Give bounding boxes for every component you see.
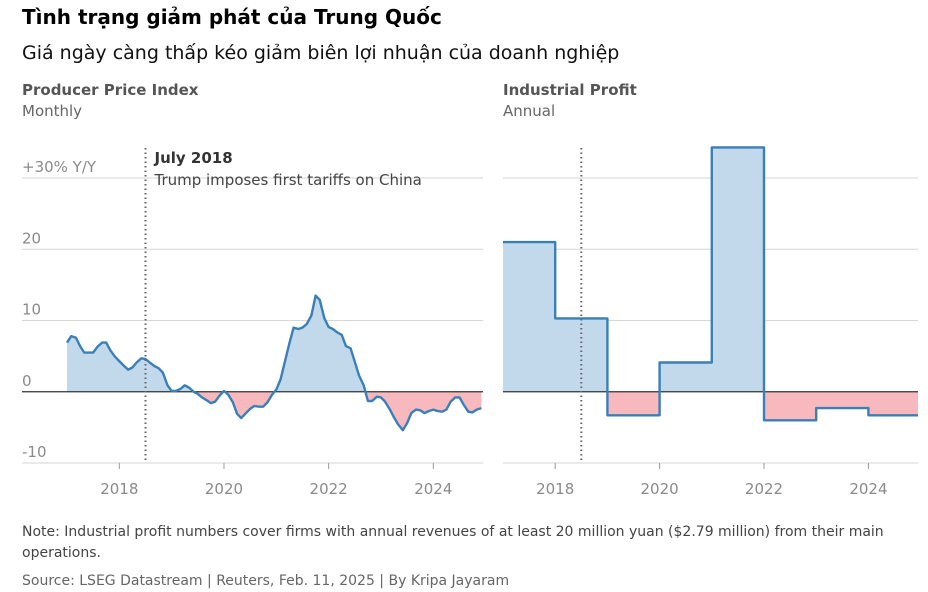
x-tick-label: 2018 bbox=[536, 480, 574, 498]
x-tick-label: 2020 bbox=[641, 480, 679, 498]
annotation-title: July 2018 bbox=[153, 149, 232, 167]
chart-title: Tình trạng giảm phát của Trung Quốc bbox=[22, 5, 442, 29]
x-tick-label: 2018 bbox=[100, 480, 138, 498]
profit-panel-subtitle: Annual bbox=[503, 102, 556, 120]
negative-area bbox=[503, 391, 918, 421]
y-tick-label: 10 bbox=[22, 301, 41, 319]
y-tick-label: 0 bbox=[22, 372, 32, 390]
x-tick-label: 2024 bbox=[414, 480, 452, 498]
positive-area bbox=[503, 147, 764, 392]
series-line bbox=[65, 294, 482, 432]
chart-source: Source: LSEG Datastream | Reuters, Feb. … bbox=[22, 573, 510, 589]
chart-subtitle: Giá ngày càng thấp kéo giảm biên lợi nhu… bbox=[22, 42, 620, 64]
annotation-text: Trump imposes first tariffs on China bbox=[153, 171, 421, 189]
profit-chart: 2018 2020 2022 2024 bbox=[503, 146, 918, 498]
chart-note: Note: Industrial profit numbers cover fi… bbox=[22, 524, 884, 561]
ppi-chart: -10 0 10 20 +30% Y/Y 2018 2020 2022 2024 July 201… bbox=[22, 148, 483, 498]
x-tick-label: 2024 bbox=[849, 480, 887, 498]
y-tick-label: -10 bbox=[22, 443, 47, 461]
profit-panel-title: Industrial Profit bbox=[503, 81, 637, 99]
x-tick-label: 2020 bbox=[205, 480, 243, 498]
y-tick-label: 20 bbox=[22, 229, 41, 247]
x-tick-label: 2022 bbox=[745, 480, 783, 498]
x-tick-label: 2022 bbox=[310, 480, 348, 498]
chart-canvas: -10 0 10 20 +30% Y/Y 2018 2020 2022 2024 July 201… bbox=[22, 146, 918, 498]
ppi-panel-title: Producer Price Index bbox=[22, 81, 199, 99]
y-tick-label: +30% Y/Y bbox=[22, 158, 97, 176]
positive-area bbox=[67, 295, 366, 392]
series-line bbox=[503, 146, 918, 422]
negative-area bbox=[67, 391, 482, 431]
ppi-panel-subtitle: Monthly bbox=[22, 102, 83, 120]
